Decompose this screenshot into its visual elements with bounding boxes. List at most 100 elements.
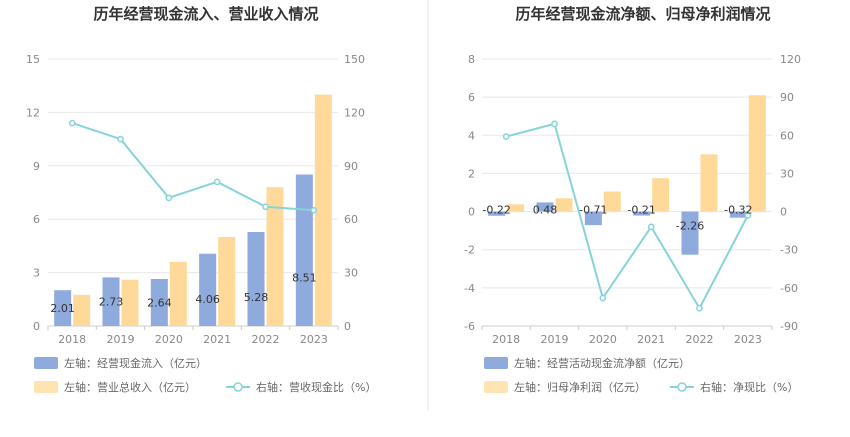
ratio-point (647, 223, 655, 231)
bar-data-label: 4.06 (195, 293, 220, 306)
secondary-bar (555, 198, 573, 212)
legend-label: 右轴：净现比（%） (700, 380, 798, 394)
ratio-point (262, 203, 269, 211)
ratio-point (310, 206, 318, 214)
legend-swatch-line-marker (233, 382, 243, 392)
legend-swatch-primary-bar (484, 357, 508, 369)
primary-bar (150, 279, 168, 326)
legend-label: 左轴：经营现金流入（亿元） (64, 356, 207, 370)
chart-title: 历年经营现金流净额、归母净利润情况 (515, 5, 770, 23)
legend-label: 左轴：归母净利润（亿元） (514, 380, 646, 394)
bar-data-label: 0.48 (533, 204, 558, 217)
bar-data-label: -0.71 (579, 204, 607, 217)
right-axis-tick: 60 (344, 213, 358, 226)
left-axis-tick: 0 (33, 320, 40, 333)
x-axis-tick: 2020 (155, 333, 183, 346)
primary-bar (54, 290, 72, 326)
x-axis-tick: 2021 (637, 333, 665, 346)
right-axis-tick: 0 (780, 206, 787, 219)
right-axis-tick: 60 (780, 129, 794, 142)
secondary-bar (700, 154, 718, 212)
cashflow-revenue-chart: 历年经营现金流入、营业收入情况0369121503060901201502018… (26, 5, 376, 394)
right-axis-tick: 0 (344, 320, 351, 333)
primary-bar (584, 211, 602, 226)
x-axis-tick: 2018 (492, 333, 520, 346)
left-axis-tick: 4 (468, 129, 475, 142)
primary-bar (247, 232, 265, 326)
legend-label: 右轴：营收现金比（%） (256, 380, 376, 394)
legend-swatch-line-marker (677, 382, 687, 392)
left-axis-tick: 15 (26, 53, 40, 66)
secondary-bar (218, 237, 236, 326)
secondary-bar (314, 94, 332, 326)
bar-data-label: 5.28 (244, 291, 269, 304)
left-axis-tick: -2 (464, 244, 475, 257)
right-axis-tick: -30 (780, 244, 798, 257)
primary-bar (102, 277, 120, 326)
ratio-line (71, 122, 314, 212)
ratio-point (165, 194, 173, 202)
legend-swatch-secondary-bar (484, 381, 508, 393)
bar-data-label: -0.32 (724, 204, 752, 217)
primary-bar (729, 211, 747, 218)
legend-label: 左轴：经营活动现金流净额（亿元） (514, 356, 690, 370)
x-axis-tick: 2022 (252, 333, 280, 346)
secondary-bar (266, 187, 284, 326)
bar-data-label: 8.51 (292, 272, 317, 285)
legend-swatch-secondary-bar (34, 381, 58, 393)
bar-data-label: -0.22 (482, 204, 510, 217)
x-axis-tick: 2021 (203, 333, 231, 346)
bar-data-label: 2.01 (50, 302, 75, 315)
left-axis-tick: 0 (468, 206, 475, 219)
secondary-bar (748, 95, 766, 212)
ratio-point (599, 294, 607, 302)
ratio-point (744, 212, 752, 219)
x-axis-tick: 2023 (300, 333, 328, 346)
secondary-bar (652, 178, 670, 212)
right-axis-tick: 30 (780, 167, 794, 180)
left-axis-tick: 8 (468, 53, 475, 66)
right-axis-tick: -90 (780, 320, 798, 333)
primary-bar (536, 202, 554, 212)
right-axis-tick: 120 (780, 53, 801, 66)
x-axis-tick: 2022 (686, 333, 714, 346)
left-axis-tick: -6 (464, 320, 475, 333)
bar-data-label: -0.21 (627, 204, 655, 217)
x-axis-tick: 2023 (734, 333, 762, 346)
left-axis-tick: -4 (464, 282, 475, 295)
ratio-point (213, 178, 221, 186)
x-axis-tick: 2019 (541, 333, 569, 346)
primary-bar (199, 253, 217, 326)
x-axis-tick: 2018 (58, 333, 86, 346)
right-axis-tick: 90 (780, 91, 794, 104)
left-axis-tick: 6 (33, 213, 40, 226)
x-axis-tick: 2019 (107, 333, 135, 346)
primary-bar (633, 211, 651, 216)
primary-bar (681, 211, 699, 255)
secondary-bar (507, 204, 525, 212)
bar-data-label: 2.64 (147, 297, 172, 310)
x-axis-tick: 2020 (589, 333, 617, 346)
ratio-line (505, 122, 749, 311)
right-axis-tick: 150 (344, 53, 365, 66)
net-cashflow-profit-chart: 历年经营现金流净额、归母净利润情况 -6 -4 -2 0 2 4 6 8 -90 -60 -30 0 30… (464, 5, 801, 394)
left-axis-tick: 3 (33, 267, 40, 280)
legend-label: 左轴：营业总收入（亿元） (64, 380, 196, 394)
secondary-bar (169, 261, 187, 326)
ratio-point (502, 133, 510, 140)
left-axis-tick: 6 (468, 91, 475, 104)
left-axis-tick: 9 (33, 160, 40, 173)
right-axis-tick: -60 (780, 282, 798, 295)
ratio-point (551, 120, 558, 128)
primary-bar (295, 174, 313, 326)
secondary-bar (603, 191, 621, 212)
ratio-point (696, 304, 703, 312)
ratio-point (68, 119, 76, 127)
ratio-point (117, 135, 124, 143)
right-axis-tick: 90 (344, 160, 358, 173)
legend-swatch-primary-bar (34, 357, 58, 369)
left-axis-tick: 2 (468, 167, 475, 180)
secondary-bar (73, 294, 91, 326)
left-axis-tick: 12 (26, 106, 40, 119)
